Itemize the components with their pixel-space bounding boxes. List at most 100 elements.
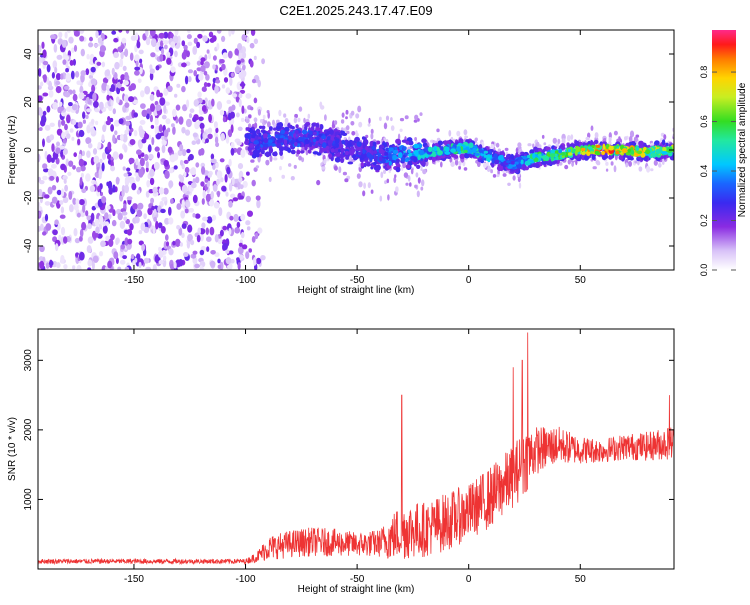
spectrogram-faint-cell	[284, 117, 289, 124]
spectrogram-noise-cell	[257, 109, 261, 116]
spectrogram-noise-cell	[90, 66, 96, 73]
spectrogram-noise-cell	[196, 234, 201, 243]
spectrogram-ridge-cell	[342, 132, 348, 136]
spectrogram-x-ticks: -150 -100 -50 0 50	[124, 30, 586, 286]
spectrogram-noise-cell	[138, 140, 143, 150]
spectrogram-noise-cell	[38, 68, 42, 77]
spectrogram-ridge-cell	[388, 156, 393, 162]
spectrogram-noise-cell	[253, 97, 258, 104]
spectrogram-faint-cell	[340, 119, 345, 124]
spectrogram-noise-cell	[57, 38, 63, 45]
spectrogram-noise-cell	[68, 190, 73, 200]
spectrogram-noise-cell	[132, 99, 139, 105]
spectrogram-noise-cell	[213, 121, 218, 129]
spectrogram-noise-cell	[50, 163, 57, 169]
spectrogram-noise-cell	[218, 207, 223, 217]
spectrogram-noise-cell	[181, 126, 186, 134]
spectrogram-faint-cell	[414, 184, 418, 189]
spectrogram-noise-cell	[81, 188, 87, 194]
spectrogram-ridge-cell	[400, 156, 406, 162]
spectrogram-noise-cell	[197, 91, 202, 98]
spectrogram-ridge-cell	[268, 139, 273, 144]
spectrogram-noise-cell	[177, 149, 183, 156]
spectrogram-noise-cell	[129, 52, 134, 61]
spectrogram-noise-cell	[106, 205, 111, 210]
spectrogram-noise-cell	[175, 104, 181, 111]
spectrogram-noise-cell	[43, 168, 49, 173]
spectrogram-faint-cell	[345, 125, 350, 131]
spectrogram-noise-cell	[228, 158, 232, 167]
spectrogram-noise-cell	[151, 137, 155, 146]
spectrogram-ridge-cell	[456, 146, 461, 152]
colorbar: 0.0 0.2 0.4 0.6 0.8 Normalized spectral ampl…	[699, 30, 748, 276]
spectrogram-noise-cell	[100, 240, 106, 248]
spectrogram-noise-cell	[232, 93, 238, 98]
spectrogram-noise-cell	[192, 194, 198, 204]
spectrogram-noise-cell	[250, 30, 256, 36]
spectrogram-faint-cell	[321, 166, 326, 170]
spectrogram-noise-cell	[122, 166, 126, 171]
spectrogram-noise-cell	[124, 237, 129, 246]
spectrogram-ridge-cell	[529, 149, 535, 155]
spectrogram-noise-cell	[56, 262, 61, 269]
spectrogram-ridge-cell	[440, 146, 444, 151]
spectrogram-noise-cell	[119, 79, 123, 85]
spectrogram-noise-cell	[112, 151, 119, 160]
spectrogram-noise-cell	[242, 180, 248, 188]
spectrogram-noise-cell	[174, 238, 181, 247]
spectrogram-noise-cell	[93, 155, 100, 164]
spectrogram-ridge-cell	[326, 130, 331, 136]
spectrogram-noise-cell	[107, 153, 112, 160]
colorbar-tick-label: 0.6	[699, 115, 709, 128]
spectrogram-noise-cell	[206, 216, 213, 224]
spectrogram-ridge-cell	[443, 140, 449, 146]
spectrogram-ridge-cell	[378, 148, 384, 154]
spectrogram-noise-cell	[54, 66, 58, 74]
spectrogram-noise-cell	[47, 186, 53, 195]
spectrogram-noise-cell	[257, 227, 263, 234]
spectrogram-noise-cell	[135, 176, 141, 182]
spectrogram-noise-cell	[65, 72, 72, 82]
spectrogram-y-tick-label: -40	[23, 238, 34, 253]
spectrogram-ridge-cell	[662, 146, 667, 152]
spectrogram-ridge-cell	[573, 155, 578, 159]
spectrogram-noise-cell	[201, 198, 205, 205]
spectrogram-noise-cell	[123, 172, 129, 177]
spectrogram-noise-cell	[155, 220, 159, 230]
spectrogram-noise-cell	[240, 58, 245, 63]
spectrogram-noise-cell	[157, 151, 160, 159]
spectrogram-ridge-cell	[510, 154, 514, 159]
spectrogram-faint-cell	[495, 142, 500, 148]
spectrogram-faint-cell	[605, 168, 609, 172]
spectrogram-noise-cell	[38, 153, 41, 163]
spectrogram-noise-cell	[145, 161, 149, 168]
spectrogram-noise-cell	[38, 225, 42, 232]
spectrogram-ridge-cell	[361, 152, 367, 159]
spectrogram-noise-cell	[174, 30, 179, 36]
spectrogram-noise-cell	[114, 130, 118, 136]
spectrogram-noise-cell	[134, 70, 140, 76]
spectrogram-noise-cell	[42, 163, 48, 170]
spectrogram-faint-cell	[596, 161, 601, 166]
spectrogram-ridge-cell	[546, 161, 552, 166]
spectrogram-noise-cell	[66, 114, 71, 124]
spectrogram-noise-cell	[253, 38, 259, 45]
spectrogram-noise-cell	[62, 139, 67, 144]
spectrogram-noise-cell	[253, 55, 257, 61]
spectrogram-noise-cell	[180, 210, 186, 219]
spectrogram-noise-cell	[120, 86, 125, 92]
spectrogram-noise-cell	[44, 201, 51, 206]
snr-y-tick-label: 2000	[23, 418, 34, 441]
spectrogram-noise-cell	[201, 30, 205, 33]
spectrogram-noise-cell	[199, 265, 203, 270]
spectrogram-faint-cell	[492, 174, 497, 178]
spectrogram-noise-cell	[133, 112, 138, 118]
spectrogram-noise-cell	[158, 32, 165, 39]
spectrogram-noise-cell	[150, 197, 155, 204]
spectrogram-faint-cell	[262, 114, 266, 120]
spectrogram-ridge-cell	[416, 164, 421, 169]
spectrogram-faint-cell	[662, 160, 665, 165]
spectrogram-noise-cell	[50, 34, 56, 40]
spectrogram-noise-cell	[206, 82, 211, 87]
spectrogram-noise-cell	[86, 96, 90, 102]
